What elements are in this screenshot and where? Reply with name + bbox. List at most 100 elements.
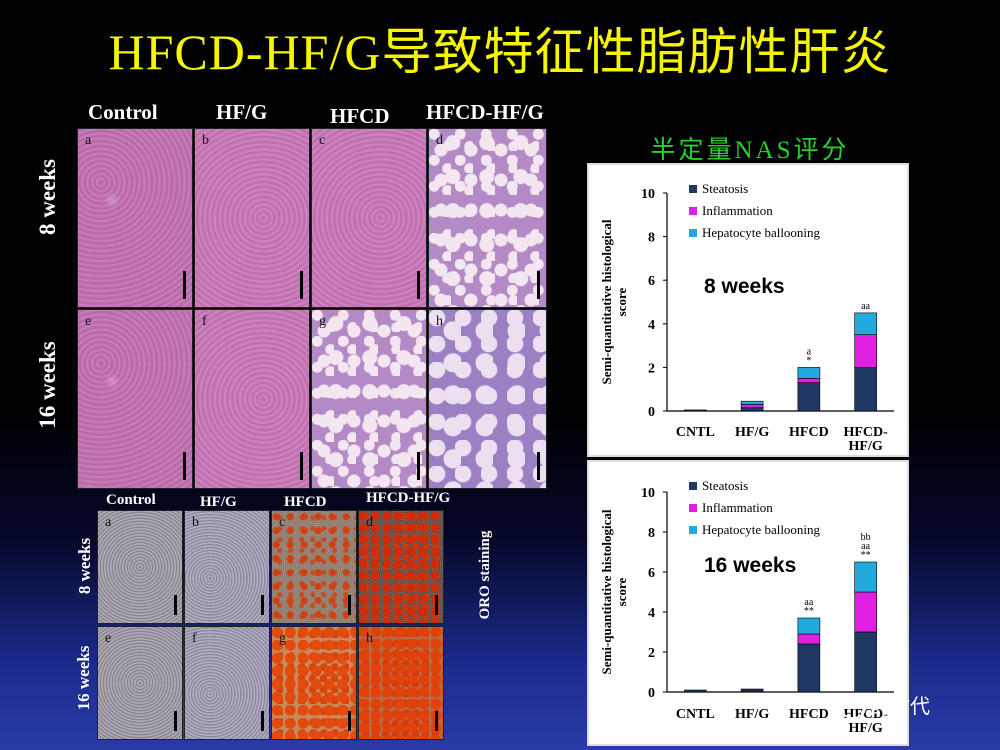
significance-label: * (806, 355, 811, 366)
scale-bar (183, 452, 186, 480)
scale-bar (348, 595, 351, 615)
bar-segment-inflammation (797, 378, 821, 383)
bar-segment-ballooning (797, 367, 821, 379)
bar-segment-steatosis (797, 382, 821, 412)
bar-segment-ballooning (740, 400, 764, 405)
he-panel-d: d (428, 128, 547, 308)
panel-letter: c (279, 515, 286, 530)
bar-segment-ballooning (854, 561, 877, 593)
y-tick-label: 8 (648, 231, 655, 246)
legend-label: Inflammation (702, 500, 773, 515)
panel-letter: e (105, 631, 112, 646)
bar-segment-ballooning (797, 617, 821, 635)
oro-panel-f: f (184, 626, 270, 740)
watermark: 药时代 (840, 690, 930, 719)
scale-bar (174, 595, 177, 615)
legend-swatch-inflammation (689, 207, 697, 215)
legend-label: Hepatocyte ballooning (702, 522, 821, 537)
bar-segment-steatosis (684, 689, 707, 693)
panel-letter: c (319, 133, 326, 148)
category-label: HFCD (789, 707, 829, 722)
bar-segment-steatosis (797, 643, 821, 693)
panel-letter: h (366, 631, 373, 646)
nas-chart-16-weeks: 0 2 4 6 8 10 Semi-quantitative histologicalsco… (587, 460, 909, 746)
significance-label: bb (861, 532, 871, 543)
significance-label: aa (861, 301, 870, 312)
he-panel-c: c (311, 128, 427, 308)
bar-segment-inflammation (740, 404, 764, 409)
category-label: HF/G (735, 707, 769, 722)
scale-bar (537, 271, 540, 299)
scale-bar (537, 452, 540, 480)
watermark-text: 药时代 (870, 694, 930, 718)
scale-bar (435, 595, 438, 615)
panel-letter: f (192, 631, 197, 646)
oro-panel-c: c (271, 510, 357, 624)
he-panel-g: g (311, 309, 427, 489)
y-tick-label: 2 (648, 646, 655, 661)
y-axis-label-line: score (614, 287, 629, 316)
he-panel-f: f (194, 309, 310, 489)
oro-staining-label: ORO staining (477, 530, 493, 620)
category-label: CNTL (676, 425, 715, 440)
scale-bar (435, 711, 438, 731)
he-panel-e: e (77, 309, 193, 489)
category-label: HFCD (789, 425, 829, 440)
oro-panel-a: a (97, 510, 183, 624)
he-row-header-8-weeks: 8 weeks (35, 158, 60, 236)
oro-panel-d: d (358, 510, 444, 624)
nas-score-title: 半定量NAS评分 (650, 137, 850, 164)
panel-letter: a (85, 133, 92, 148)
bar-segment-steatosis (854, 631, 877, 693)
bar-segment-steatosis (740, 407, 764, 412)
nas-chart-8-weeks: 0 2 4 6 8 10 Semi-quantitative histologicalsco… (587, 163, 909, 457)
he-column-header-control: Control (88, 100, 158, 124)
legend-swatch-ballooning (689, 526, 697, 534)
significance-label: ** (861, 550, 871, 561)
he-panel-a: a (77, 128, 193, 308)
category-label: HF/G (849, 721, 883, 736)
legend-swatch-steatosis (689, 482, 697, 490)
y-tick-label: 8 (648, 526, 655, 541)
panel-letter: d (436, 133, 443, 148)
panel-letter: b (192, 515, 199, 530)
legend-swatch-ballooning (689, 229, 697, 237)
nas-chart-8-weeks-svg: 0 2 4 6 8 10 Semi-quantitative histologicalsco… (599, 181, 894, 454)
he-panel-h: h (428, 309, 547, 489)
bar-segment-ballooning (854, 312, 877, 335)
legend-swatch-steatosis (689, 185, 697, 193)
scale-bar (348, 711, 351, 731)
y-axis-label: Semi-quantitative histologicalscore (599, 509, 629, 674)
oro-panel-e: e (97, 626, 183, 740)
oro-column-header-hfcd-hfg: HFCD-HF/G (366, 490, 451, 506)
oro-panel-h: h (358, 626, 444, 740)
legend-swatch-inflammation (689, 504, 697, 512)
he-column-header-hfcd-hfg: HFCD-HF/G (426, 100, 544, 124)
slide-title: HFCD-HF/G导致特征性脂肪性肝炎 (108, 24, 892, 80)
chart-annotation: 16 weeks (704, 554, 796, 577)
significance-label: aa (861, 541, 870, 552)
bar-segment-inflammation (740, 688, 764, 691)
scale-bar (261, 595, 264, 615)
y-tick-label: 4 (648, 606, 655, 621)
bar-segment-steatosis (854, 367, 877, 412)
panel-letter: g (319, 314, 326, 329)
scale-bar (417, 271, 420, 299)
y-axis-label: Semi-quantitative histologicalscore (599, 219, 629, 384)
category-label: HF/G (735, 425, 769, 440)
scale-bar (300, 271, 303, 299)
legend-label: Hepatocyte ballooning (702, 225, 821, 240)
he-column-header-hfg: HF/G (216, 100, 268, 124)
category-label: HFCD- (843, 425, 888, 440)
y-axis-label-line: score (614, 577, 629, 606)
oro-column-header-control: Control (106, 492, 156, 508)
significance-label: ** (804, 606, 814, 617)
oro-column-header-hfcd: HFCD (284, 494, 327, 510)
bar-segment-inflammation (854, 591, 877, 633)
bar-segment-inflammation (854, 334, 877, 368)
scale-bar (300, 452, 303, 480)
y-tick-label: 4 (648, 318, 655, 333)
scale-bar (417, 452, 420, 480)
panel-letter: d (366, 515, 373, 530)
y-tick-label: 10 (641, 187, 655, 202)
